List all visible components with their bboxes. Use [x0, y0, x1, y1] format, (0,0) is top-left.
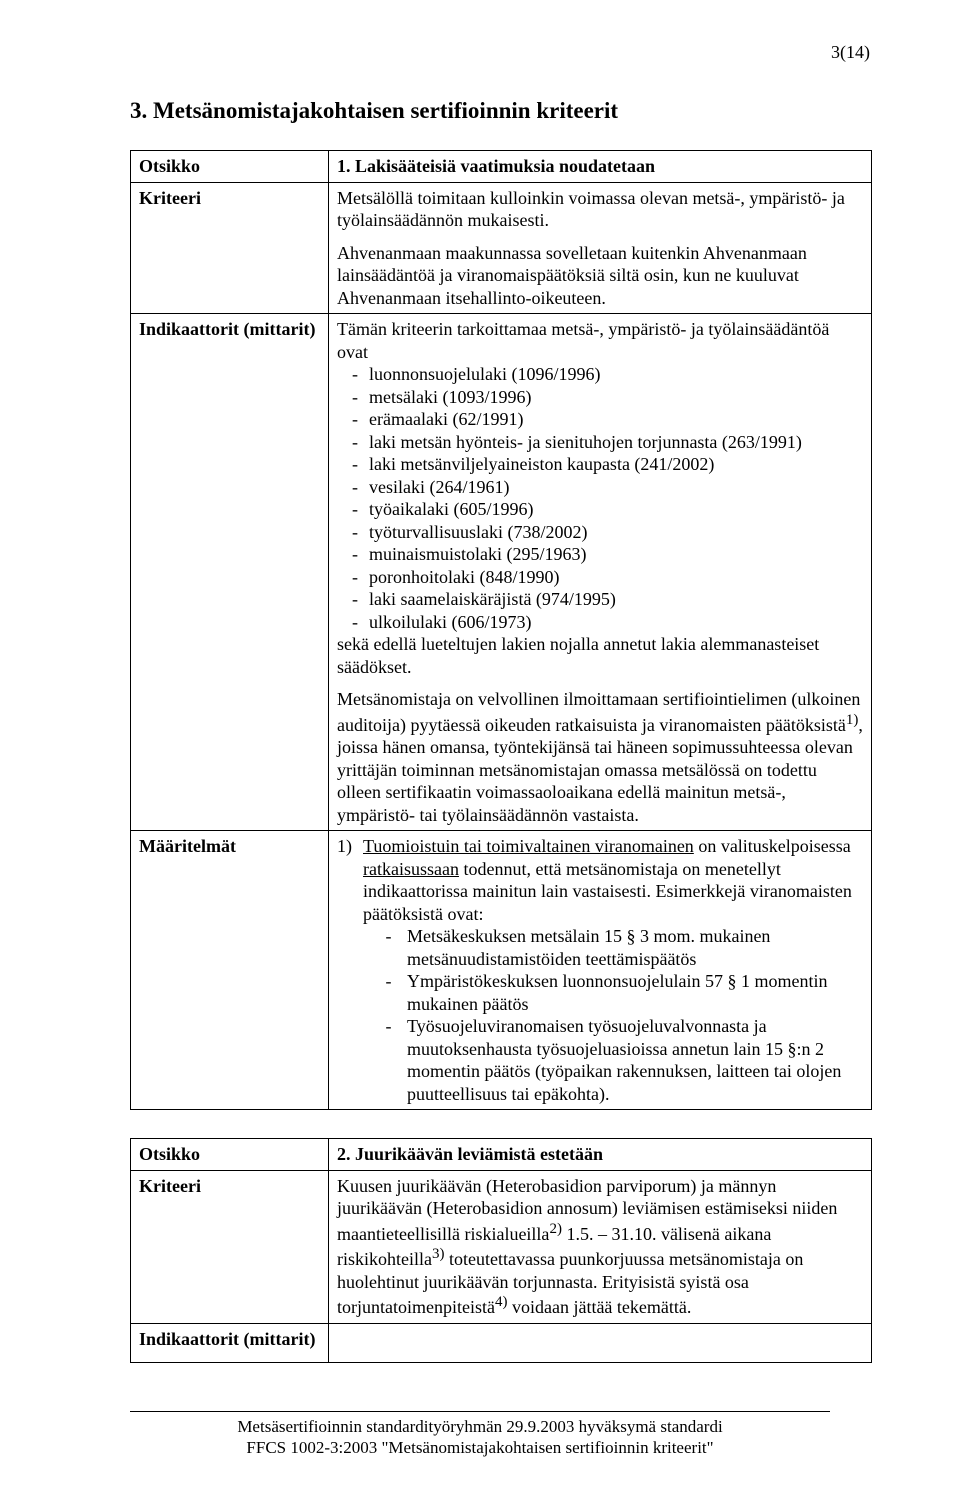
ind-p2-a: Metsänomistaja on velvollinen ilmoittama…	[337, 689, 860, 735]
ind-after: sekä edellä lueteltujen lakien nojalla a…	[337, 633, 863, 678]
footer-rule	[130, 1411, 830, 1412]
definition-body: Tuomioistuin tai toimivaltainen viranoma…	[363, 835, 863, 1105]
criterion-1-indikaattorit-cell: Tämän kriteerin tarkoittamaa metsä-, ymp…	[329, 314, 872, 831]
list-item: laki metsänviljelyaineiston kaupasta (24…	[367, 453, 863, 476]
list-item: vesilaki (264/1961)	[367, 476, 863, 499]
ind-intro: Tämän kriteerin tarkoittamaa metsä-, ymp…	[337, 318, 863, 363]
criterion-1-maaritelmat-cell: 1) Tuomioistuin tai toimivaltainen viran…	[329, 831, 872, 1110]
table-row: Määritelmät 1) Tuomioistuin tai toimival…	[131, 831, 872, 1110]
c2-d: voidaan jättää tekemättä.	[507, 1297, 691, 1317]
list-item: Metsäkeskuksen metsälain 15 § 3 mom. muk…	[405, 925, 863, 970]
list-item: laki saamelaiskäräjistä (974/1995)	[367, 588, 863, 611]
page-number: 3(14)	[831, 42, 870, 63]
table-row: Indikaattorit (mittarit) Tämän kriteerin…	[131, 314, 872, 831]
page: 3(14) 3. Metsänomistajakohtaisen sertifi…	[0, 0, 960, 1504]
def-underline-1: Tuomioistuin tai toimivaltainen viranoma…	[363, 836, 694, 856]
table-row: Kriteeri Kuusen juurikäävän (Heterobasid…	[131, 1170, 872, 1323]
c2-sup4: 4)	[495, 1294, 508, 1310]
c2-sup2: 2)	[549, 1221, 562, 1237]
list-item: ulkoilulaki (606/1973)	[367, 611, 863, 634]
spacer	[130, 1110, 872, 1138]
section-heading: 3. Metsänomistajakohtaisen sertifioinnin…	[130, 98, 872, 124]
criterion-2-indikaattorit-cell	[329, 1323, 872, 1362]
list-item: Ympäristökeskuksen luonnonsuojelulain 57…	[405, 970, 863, 1015]
criterion-1-kriteeri-p2: Ahvenanmaan maakunnassa sovelletaan kuit…	[337, 242, 863, 310]
row-label-otsikko: Otsikko	[131, 151, 329, 183]
list-item: metsälaki (1093/1996)	[367, 386, 863, 409]
criterion-1-kriteeri-p1: Metsälöllä toimitaan kulloinkin voimassa…	[337, 187, 863, 232]
criterion-2-table: Otsikko 2. Juurikäävän leviämistä estetä…	[130, 1138, 872, 1363]
list-item: laki metsän hyönteis- ja sienituhojen to…	[367, 431, 863, 454]
row-label-otsikko: Otsikko	[131, 1139, 329, 1171]
c2-sup3: 3)	[432, 1246, 445, 1262]
ind-p2: Metsänomistaja on velvollinen ilmoittama…	[337, 688, 863, 826]
criterion-2-kriteeri-cell: Kuusen juurikäävän (Heterobasidion parvi…	[329, 1170, 872, 1323]
row-label-indikaattorit: Indikaattorit (mittarit)	[131, 1323, 329, 1362]
def-underline-2: ratkaisussaan	[363, 859, 459, 879]
definition-item: 1) Tuomioistuin tai toimivaltainen viran…	[337, 835, 863, 1105]
table-row: Otsikko 1. Lakisääteisiä vaatimuksia nou…	[131, 151, 872, 183]
page-footer: Metsäsertifioinnin standardityöryhmän 29…	[0, 1411, 960, 1459]
list-item: työaikalaki (605/1996)	[367, 498, 863, 521]
row-label-indikaattorit: Indikaattorit (mittarit)	[131, 314, 329, 831]
def-text-1b: on valituskelpoisessa	[694, 836, 851, 856]
table-row: Indikaattorit (mittarit)	[131, 1323, 872, 1362]
row-label-kriteeri: Kriteeri	[131, 182, 329, 314]
table-row: Kriteeri Metsälöllä toimitaan kulloinkin…	[131, 182, 872, 314]
row-label-maaritelmat: Määritelmät	[131, 831, 329, 1110]
ind-p2-sup: 1)	[846, 712, 859, 728]
definition-bullets: Metsäkeskuksen metsälain 15 § 3 mom. muk…	[363, 925, 863, 1105]
footer-line-2: FFCS 1002-3:2003 "Metsänomistajakohtaise…	[0, 1437, 960, 1458]
row-label-kriteeri: Kriteeri	[131, 1170, 329, 1323]
list-item: erämaalaki (62/1991)	[367, 408, 863, 431]
footer-line-1: Metsäsertifioinnin standardityöryhmän 29…	[0, 1416, 960, 1437]
criterion-1-table: Otsikko 1. Lakisääteisiä vaatimuksia nou…	[130, 150, 872, 1110]
list-item: poronhoitolaki (848/1990)	[367, 566, 863, 589]
list-item: luonnonsuojelulaki (1096/1996)	[367, 363, 863, 386]
criterion-1-title: 1. Lakisääteisiä vaatimuksia noudatetaan	[329, 151, 872, 183]
table-row: Otsikko 2. Juurikäävän leviämistä estetä…	[131, 1139, 872, 1171]
definition-number: 1)	[337, 835, 363, 1105]
criterion-1-kriteeri-cell: Metsälöllä toimitaan kulloinkin voimassa…	[329, 182, 872, 314]
criterion-2-title: 2. Juurikäävän leviämistä estetään	[329, 1139, 872, 1171]
list-item: muinaismuistolaki (295/1963)	[367, 543, 863, 566]
list-item: työturvallisuuslaki (738/2002)	[367, 521, 863, 544]
law-list: luonnonsuojelulaki (1096/1996) metsälaki…	[337, 363, 863, 633]
list-item: Työsuojeluviranomaisen työsuojeluvalvonn…	[405, 1015, 863, 1105]
